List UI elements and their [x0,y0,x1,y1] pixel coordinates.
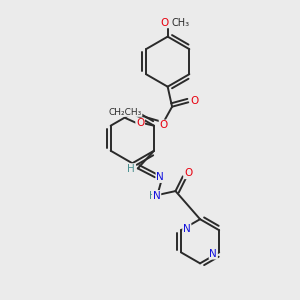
Text: CH₃: CH₃ [171,17,189,28]
Text: O: O [160,17,169,28]
Text: H: H [128,164,135,174]
Text: O: O [184,168,192,178]
Text: O: O [190,96,199,106]
Text: N: N [209,249,217,259]
Text: N: N [153,191,160,201]
Text: O: O [136,118,144,128]
Text: H: H [149,191,156,201]
Text: N: N [183,224,191,234]
Text: N: N [156,172,164,182]
Text: CH₂CH₃: CH₂CH₃ [109,108,142,117]
Text: O: O [159,120,168,130]
